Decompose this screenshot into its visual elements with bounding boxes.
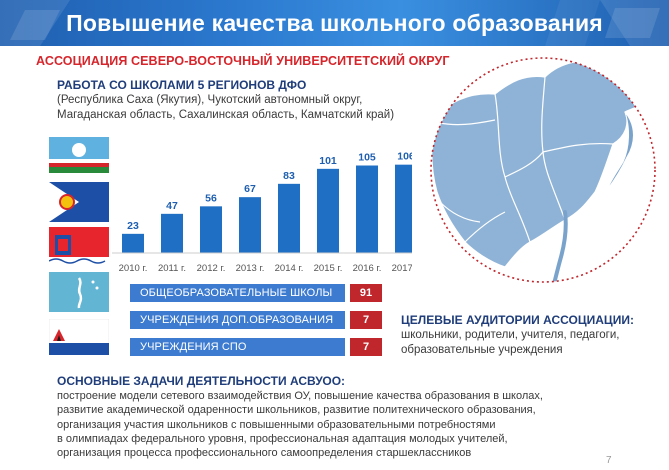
chart-bar — [161, 213, 183, 253]
category-count-badge: 91 — [350, 284, 382, 302]
chart-x-tick: 2011 г. — [158, 263, 186, 274]
schools-bar-chart: 23 2010 г. 47 2011 г. 56 2012 г. 67 2013 г. 83 20… — [112, 151, 412, 274]
chart-value-label: 47 — [166, 200, 178, 212]
category-row-label: ОБЩЕОБРАЗОВАТЕЛЬНЫЕ ШКОЛЫ — [130, 284, 345, 302]
flag-yakutia-icon — [49, 137, 109, 173]
chart-x-tick: 2017 г. — [392, 263, 412, 274]
tasks-line: организация процесса профессионального с… — [57, 447, 472, 460]
chart-value-label: 67 — [244, 183, 256, 195]
regions-list: (Республика Саха (Якутия), Чукотский авт… — [57, 93, 417, 123]
chart-bar — [356, 165, 378, 253]
page-title: Повышение качества школьного образования — [66, 10, 603, 36]
category-count-badge: 7 — [350, 311, 382, 329]
far-east-map-icon — [430, 57, 656, 283]
chart-bar — [122, 233, 144, 253]
chart-bar — [200, 206, 222, 253]
chart-value-label: 23 — [127, 220, 139, 232]
audience-text: школьники, родители, учителя, педагоги, … — [401, 328, 651, 358]
tasks-line: построение модели сетевого взаимодействи… — [57, 390, 543, 402]
chart-x-tick: 2014 г. — [275, 263, 304, 274]
work-title: РАБОТА СО ШКОЛАМИ 5 РЕГИОНОВ ДФО — [57, 78, 307, 92]
chart-x-tick: 2015 г. — [314, 263, 343, 274]
audience-line: школьники, родители, учителя, педагоги, — [401, 329, 620, 341]
chart-value-label: 105 — [358, 152, 376, 164]
category-count-badge: 7 — [350, 338, 382, 356]
flag-kamchatka-icon — [49, 319, 109, 355]
chart-bar — [239, 197, 261, 253]
chart-value-label: 83 — [283, 170, 295, 182]
flag-sakhalin-icon — [49, 272, 109, 312]
chart-x-tick: 2010 г. — [119, 263, 148, 274]
chart-value-label: 56 — [205, 192, 217, 204]
chart-value-label: 106 — [397, 151, 412, 163]
chart-bar — [395, 164, 412, 253]
association-name: АССОЦИАЦИЯ СЕВЕРО-ВОСТОЧНЫЙ УНИВЕРСИТЕТС… — [36, 54, 450, 68]
category-row-label: УЧРЕЖДЕНИЯ ДОП.ОБРАЗОВАНИЯ — [130, 311, 345, 329]
tasks-line: организация участия школьников с повышен… — [57, 418, 496, 431]
chart-x-tick: 2013 г. — [236, 263, 265, 274]
chart-x-tick: 2016 г. — [353, 263, 382, 274]
category-row-label: УЧРЕЖДЕНИЯ СПО — [130, 338, 345, 356]
header-decoration — [0, 0, 669, 46]
chart-value-label: 101 — [319, 155, 337, 167]
chart-bar — [317, 168, 339, 253]
tasks-list: построение модели сетевого взаимодействи… — [57, 389, 617, 460]
tasks-line: развитие академической одаренности школь… — [57, 404, 536, 417]
audience-line: образовательные учреждения — [401, 344, 563, 356]
regions-line: (Республика Саха (Якутия), Чукотский авт… — [57, 94, 363, 106]
tasks-title: ОСНОВНЫЕ ЗАДАЧИ ДЕЯТЕЛЬНОСТИ АСВУОО: — [57, 374, 346, 388]
chart-bar — [278, 183, 300, 253]
regions-line: Магаданская область, Сахалинская область… — [57, 109, 395, 121]
page-number: 7 — [606, 455, 612, 466]
audience-title: ЦЕЛЕВЫЕ АУДИТОРИИ АССОЦИАЦИИ: — [401, 313, 634, 327]
tasks-line: в олимпиадах федерального уровня, профес… — [57, 432, 508, 445]
chart-x-tick: 2012 г. — [197, 263, 226, 274]
flag-magadan-icon — [49, 227, 109, 265]
header-banner: Повышение качества школьного образования — [0, 0, 669, 46]
flag-chukotka-icon — [49, 182, 109, 222]
